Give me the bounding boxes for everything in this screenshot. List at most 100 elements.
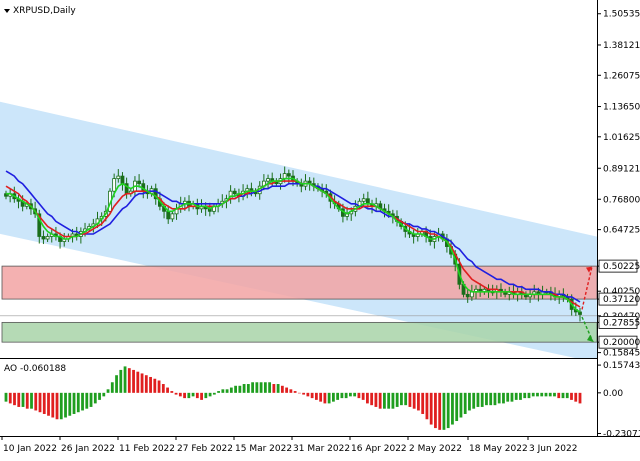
ao-bar: [272, 384, 276, 393]
ao-bar: [64, 392, 67, 418]
ao-bar: [140, 373, 144, 393]
ao-bar: [455, 392, 459, 422]
ao-bar: [391, 392, 395, 409]
ao-bar: [136, 371, 140, 393]
ao-bar: [314, 392, 318, 400]
price-tick-label: 0.40250: [603, 287, 640, 297]
candle-body: [137, 180, 142, 185]
main-title-group: XRPUSD,Daily: [4, 6, 76, 16]
ao-bar: [21, 392, 25, 407]
candles-group: [4, 166, 582, 322]
ao-bar: [446, 392, 450, 429]
time-tick-label: 15 Mar 2022: [235, 444, 292, 454]
ao-bar: [429, 392, 433, 425]
ao-bar: [489, 392, 493, 406]
ao-bar: [514, 392, 518, 400]
ma-red-line: [5, 180, 581, 308]
time-tick-label: 10 Jan 2022: [3, 444, 57, 454]
ao-bar: [383, 392, 386, 409]
price-axis: 1.50535 1.38121 1.26075 1.13650 1.01625 0.891…: [597, 10, 640, 359]
forecast-arrows: [581, 266, 594, 343]
ao-bar: [221, 389, 225, 393]
ao-bar: [574, 392, 578, 402]
ao-bar: [212, 392, 216, 395]
ao-bar: [327, 392, 331, 404]
ao-bar: [191, 392, 195, 397]
ao-bar: [480, 392, 484, 407]
ao-bar: [485, 392, 488, 406]
price-tick-label: 1.13650: [603, 103, 640, 113]
ao-bar: [510, 392, 514, 402]
ao-bar: [297, 392, 301, 394]
ao-bar: [127, 368, 131, 393]
ao-bar: [336, 392, 340, 400]
time-tick-label: 16 Apr 2022: [351, 444, 407, 454]
candle-body: [166, 210, 171, 220]
ao-bar: [178, 392, 182, 397]
price-tick-label: 1.50535: [603, 10, 640, 20]
price-tick-label: 0.64725: [603, 226, 640, 236]
candle-body: [286, 173, 291, 177]
candle-body: [465, 293, 470, 298]
ao-bar: [255, 382, 259, 393]
ao-bar: [285, 387, 289, 393]
ao-tick-label: 0.157437: [603, 361, 640, 371]
price-tick-label: 1.01625: [603, 133, 640, 143]
ao-bar: [425, 392, 429, 420]
ao-bar: [106, 389, 110, 393]
candle-body: [112, 178, 117, 192]
ao-bar: [115, 375, 118, 393]
price-tick-label: 0.15845: [603, 349, 640, 359]
ao-bar: [208, 392, 212, 397]
ao-bar: [81, 392, 84, 411]
ao-bar: [13, 392, 16, 406]
price-tick-label: 1.26075: [603, 71, 640, 81]
ao-bar: [361, 392, 365, 400]
ao-bar: [293, 391, 297, 393]
ao-bar: [110, 382, 114, 393]
ao-bar: [306, 392, 310, 397]
time-tick-label: 2 May 2022: [409, 444, 462, 454]
ao-bar: [166, 387, 169, 393]
time-tick-label: 18 May 2022: [469, 444, 528, 454]
ao-bar: [404, 392, 408, 406]
ao-bar: [251, 382, 255, 393]
ao-bar: [89, 392, 93, 407]
candle-body: [120, 175, 125, 185]
ao-bar: [51, 392, 55, 418]
ao-bar: [331, 392, 335, 402]
ao-bar: [370, 392, 374, 406]
ao-bar: [561, 392, 565, 399]
ao-bar: [472, 392, 476, 409]
ao-bar: [468, 392, 471, 411]
ao-bar: [234, 385, 237, 393]
chevron-down-icon[interactable]: [4, 9, 10, 13]
ao-bar: [523, 392, 527, 399]
main-plot-area: [0, 101, 597, 358]
time-tick-label: 27 Feb 2022: [177, 444, 233, 454]
ao-bar: [319, 392, 323, 402]
price-tick-label: 1.38121: [603, 41, 640, 51]
ao-bar: [310, 392, 314, 399]
ao-bar: [357, 392, 361, 399]
ao-bar: [434, 392, 437, 429]
ao-bar: [349, 392, 352, 397]
candle-body: [37, 213, 42, 237]
forecast-up-arrowhead: [586, 266, 592, 273]
ao-bar: [38, 392, 42, 413]
ao-bar: [268, 382, 272, 393]
ao-indicator-title: AO -0.060188: [4, 364, 66, 374]
candle-body: [361, 198, 366, 202]
ao-tick-label: 0.00: [603, 389, 623, 399]
time-tick-label: 26 Jan 2022: [61, 444, 115, 454]
price-tick-label: 0.27855: [603, 318, 640, 328]
ao-bar: [323, 392, 327, 404]
ao-bar: [132, 369, 135, 393]
time-axis: 10 Jan 2022 26 Jan 2022 11 Feb 2022 27 Feb …: [1, 436, 577, 454]
ao-bar: [553, 392, 556, 397]
ao-bar: [578, 392, 582, 404]
candle-body: [578, 311, 582, 315]
ao-bar: [200, 392, 203, 400]
